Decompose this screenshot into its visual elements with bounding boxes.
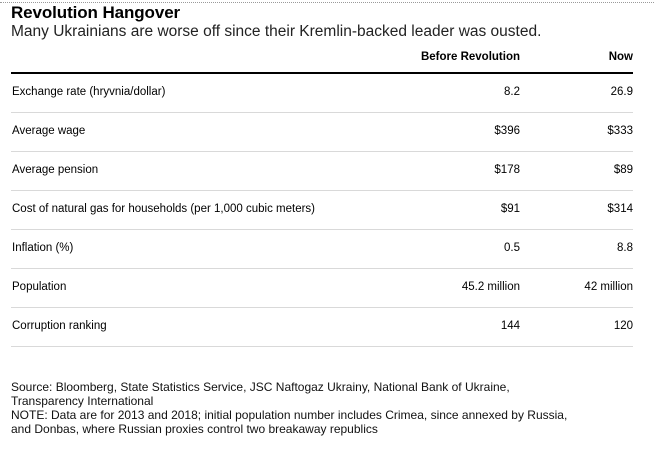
now-value: 42 million bbox=[584, 281, 633, 293]
table-row: Corruption ranking 144 120 bbox=[11, 308, 633, 347]
before-value: 144 bbox=[500, 320, 520, 332]
source-line: Source: Bloomberg, State Statistics Serv… bbox=[11, 380, 510, 394]
now-value: $314 bbox=[607, 203, 633, 215]
row-label: Inflation (%) bbox=[12, 242, 74, 254]
source-line: Transparency International bbox=[11, 394, 154, 408]
table-row: Exchange rate (hryvnia/dollar) 8.2 26.9 bbox=[11, 74, 633, 113]
before-value: $178 bbox=[494, 164, 520, 176]
before-value: 8.2 bbox=[504, 86, 520, 98]
column-header-now: Now bbox=[608, 51, 633, 63]
now-value: 8.8 bbox=[617, 242, 633, 254]
row-label: Average pension bbox=[12, 164, 99, 176]
before-value: 45.2 million bbox=[461, 281, 520, 293]
table-row: Inflation (%) 0.5 8.8 bbox=[11, 230, 633, 269]
chart-title: Revolution Hangover bbox=[11, 3, 181, 22]
table-row: Population 45.2 million 42 million bbox=[11, 269, 633, 308]
table-header: Before Revolution Now bbox=[11, 46, 633, 74]
now-value: $333 bbox=[607, 125, 633, 137]
before-value: $396 bbox=[494, 125, 520, 137]
note-line: and Donbas, where Russian proxies contro… bbox=[11, 422, 378, 436]
table-row: Cost of natural gas for households (per … bbox=[11, 191, 633, 230]
now-value: 120 bbox=[613, 320, 633, 332]
before-value: 0.5 bbox=[504, 242, 520, 254]
row-label: Average wage bbox=[12, 125, 86, 137]
row-label: Cost of natural gas for households (per … bbox=[12, 203, 315, 215]
row-label: Population bbox=[12, 281, 67, 293]
row-label: Exchange rate (hryvnia/dollar) bbox=[12, 86, 166, 98]
chart-footer: Source: Bloomberg, State Statistics Serv… bbox=[11, 380, 647, 436]
before-value: $91 bbox=[500, 203, 520, 215]
chart-subtitle: Many Ukrainians are worse off since thei… bbox=[11, 23, 542, 40]
now-value: $89 bbox=[613, 164, 633, 176]
top-dotted-rule bbox=[0, 2, 654, 3]
table-body: Exchange rate (hryvnia/dollar) 8.2 26.9 … bbox=[11, 74, 633, 347]
table-row: Average pension $178 $89 bbox=[11, 152, 633, 191]
row-label: Corruption ranking bbox=[12, 320, 107, 332]
table-row: Average wage $396 $333 bbox=[11, 113, 633, 152]
now-value: 26.9 bbox=[610, 86, 633, 98]
note-line: NOTE: Data are for 2013 and 2018; initia… bbox=[11, 408, 568, 422]
column-header-before-revolution: Before Revolution bbox=[420, 51, 520, 63]
